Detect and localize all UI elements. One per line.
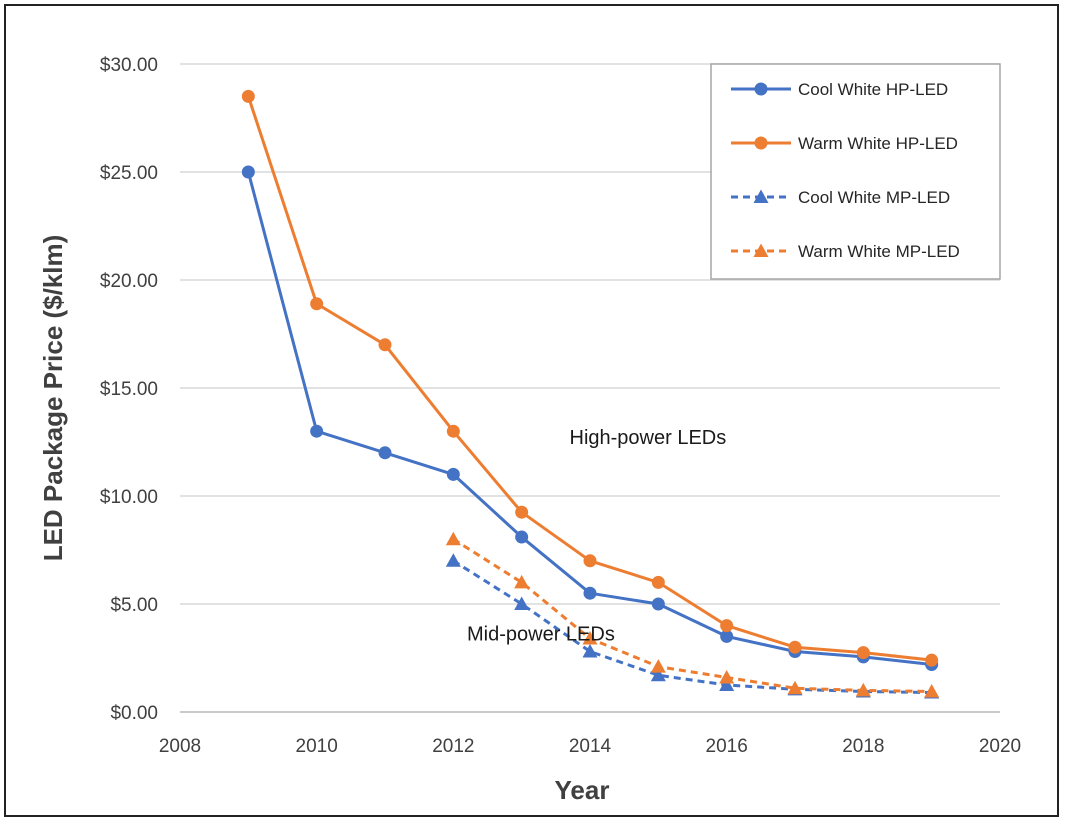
series-warm-white-mp-led <box>445 531 940 698</box>
data-point <box>650 659 666 673</box>
data-point <box>719 669 735 684</box>
data-point <box>378 446 392 460</box>
data-point <box>310 424 324 438</box>
data-point <box>787 680 803 695</box>
legend-entry: Cool White MP-LED <box>731 188 950 207</box>
data-point <box>583 554 597 568</box>
data-point <box>720 629 734 643</box>
data-point <box>753 189 769 203</box>
legend-entry: Cool White HP-LED <box>731 80 948 99</box>
data-point <box>583 586 597 600</box>
data-point <box>515 530 529 544</box>
line-chart: $0.00 $5.00 $10.00 $15.00 $20.00 $25.00 $30.00… <box>38 55 1021 805</box>
annotation-label: High-power LEDs <box>570 427 727 449</box>
series-line <box>452 559 932 695</box>
data-point <box>514 574 530 589</box>
x-tick-label: 2020 <box>979 736 1021 757</box>
data-point <box>925 653 939 667</box>
chart-frame: $0.00 $5.00 $10.00 $15.00 $20.00 $25.00 $30.00… <box>4 4 1059 817</box>
x-tick-label: 2018 <box>842 736 884 757</box>
x-tick-label: 2014 <box>569 736 612 757</box>
y-tick-label: $0.00 <box>110 703 158 724</box>
legend-label: Warm White HP-LED <box>798 134 958 153</box>
data-point <box>788 640 802 654</box>
data-point <box>753 243 769 257</box>
y-axis-title: LED Package Price ($/klm) <box>38 235 68 562</box>
data-point <box>651 597 665 611</box>
data-point <box>855 682 871 697</box>
legend-entry: Warm White HP-LED <box>731 134 958 153</box>
data-point <box>310 297 324 311</box>
data-point <box>582 644 598 658</box>
y-tick-label: $20.00 <box>100 271 158 292</box>
y-tick-label: $25.00 <box>100 163 158 184</box>
y-tick-label: $5.00 <box>110 595 158 616</box>
legend-label: Cool White MP-LED <box>798 188 950 207</box>
data-point <box>754 136 768 150</box>
x-tick-label: 2016 <box>706 736 748 757</box>
x-tick-label: 2010 <box>296 736 338 757</box>
data-point <box>378 338 392 352</box>
data-point <box>650 667 666 682</box>
data-point <box>582 631 598 645</box>
series-line <box>452 537 932 693</box>
legend-label: Cool White HP-LED <box>798 80 948 99</box>
y-tick-label: $10.00 <box>100 487 158 508</box>
series-warm-white-hp-led <box>241 89 939 667</box>
annotation-label: Mid-power LEDs <box>467 624 615 646</box>
data-point <box>651 575 665 589</box>
data-point <box>514 596 530 610</box>
data-point <box>446 424 460 438</box>
data-point <box>856 646 870 660</box>
series-layer <box>241 89 940 699</box>
data-point <box>515 505 529 519</box>
legend: Cool White HP-LED Warm White HP-LED Cool W… <box>710 63 1001 280</box>
annotations: High-power LEDs Mid-power LEDs <box>467 427 726 646</box>
y-tick-label: $30.00 <box>100 55 158 76</box>
legend-entry: Warm White MP-LED <box>731 242 960 261</box>
x-tick-label: 2012 <box>432 736 474 757</box>
gridlines <box>180 63 1000 713</box>
data-point <box>445 553 461 567</box>
axes: $0.00 $5.00 $10.00 $15.00 $20.00 $25.00 $30.00… <box>38 55 1021 805</box>
data-point <box>719 677 735 691</box>
legend-label: Warm White MP-LED <box>798 242 960 261</box>
data-point <box>754 82 768 96</box>
data-point <box>446 467 460 481</box>
x-axis-title: Year <box>555 775 610 805</box>
data-point <box>445 531 461 546</box>
x-tick-label: 2008 <box>159 736 201 757</box>
data-point <box>241 165 255 179</box>
data-point <box>924 683 940 698</box>
series-cool-white-hp-led <box>241 165 939 671</box>
data-point <box>241 89 255 103</box>
y-tick-label: $15.00 <box>100 379 158 400</box>
data-point <box>720 619 734 633</box>
legend-box <box>710 63 1001 280</box>
